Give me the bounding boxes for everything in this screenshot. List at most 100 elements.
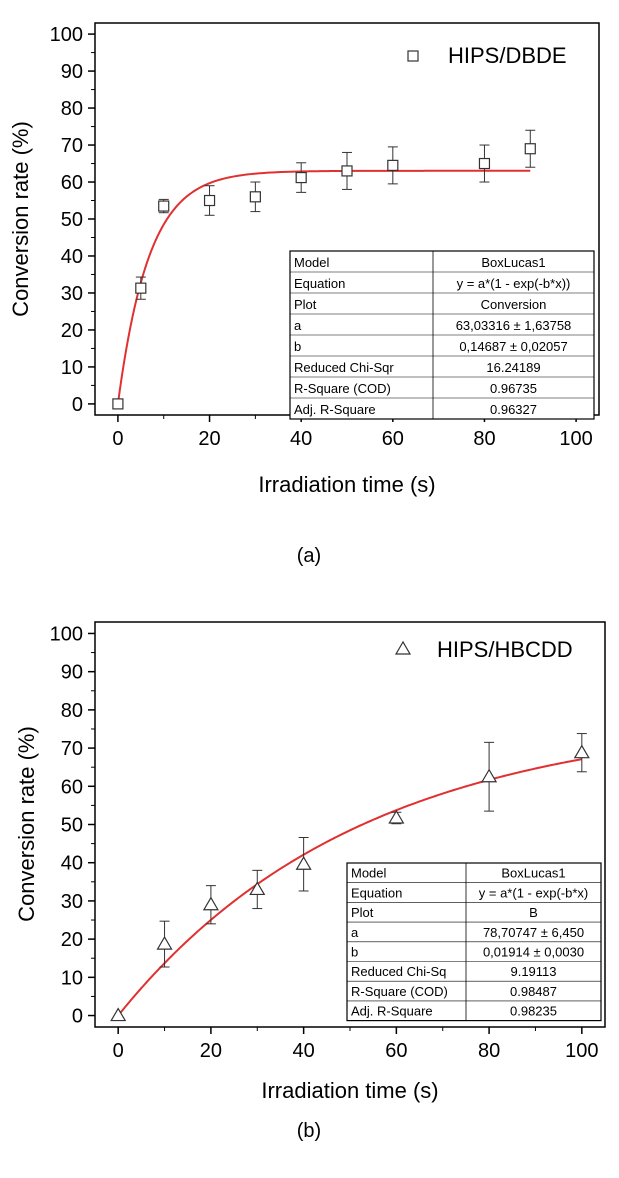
fit-table: Model BoxLucas1 Equation y = a*(1 - exp(-b*… [289, 250, 595, 420]
y-tick-label: 10 [61, 967, 83, 989]
x-tick-label: 40 [290, 428, 312, 450]
y-tick-label: 60 [61, 776, 83, 798]
data-point [249, 191, 261, 203]
y-tick-label: 30 [61, 891, 83, 913]
x-tick-label: 20 [198, 428, 220, 450]
y-tick-label: 90 [61, 61, 83, 83]
fit-table-key: Plot [351, 905, 374, 920]
data-point [524, 143, 536, 155]
fit-curve [116, 169, 531, 405]
data-point [573, 744, 590, 759]
fit-table-key: Reduced Chi-Sq [351, 964, 446, 979]
data-point [158, 200, 170, 212]
chart-panel-a: 0 10 20 30 40 50 60 70 80 90 100 0 20 40 60 80 100 Irradi… [8, 22, 600, 567]
fit-table-value: 0.96327 [490, 402, 537, 417]
fit-table-key: Equation [351, 885, 402, 900]
data-point [156, 935, 173, 950]
fit-table-value: y = a*(1 - exp(-b*x) [479, 885, 588, 900]
data-point [481, 768, 498, 783]
chart-panel-b: 0 10 20 30 40 50 60 70 80 90 100 0 20 40 60 80 100 Irradi… [14, 621, 606, 1142]
y-tick-label: 100 [50, 623, 83, 645]
fit-table-value: B [529, 905, 538, 920]
y-tick-label: 60 [61, 172, 83, 194]
fit-table-key: R-Square (COD) [351, 984, 448, 999]
y-tick-label: 80 [61, 98, 83, 120]
y-tick-label: 100 [50, 24, 83, 46]
fit-table-value: 16.24189 [486, 360, 540, 375]
fit-table-key: Model [351, 866, 387, 881]
data-point [249, 881, 266, 896]
data-point [110, 1007, 127, 1022]
y-tick-label: 80 [61, 700, 83, 722]
data-point [388, 809, 405, 824]
data-point [341, 165, 353, 177]
fit-curve [117, 758, 583, 1017]
y-tick-label: 30 [61, 283, 83, 305]
x-tick-label: 20 [200, 1040, 222, 1062]
y-tick-label: 20 [61, 320, 83, 342]
x-tick-label: 80 [473, 428, 495, 450]
fit-table-value: Conversion [481, 297, 547, 312]
data-point [295, 171, 307, 184]
data-point [112, 398, 124, 410]
x-tick-label: 100 [559, 428, 592, 450]
panel-label: (a) [297, 545, 321, 567]
data-point [135, 282, 147, 294]
fit-table-value: BoxLucas1 [501, 866, 565, 881]
y-tick-label: 90 [61, 662, 83, 684]
y-axis-label: Conversion rate (%) [14, 726, 39, 922]
data-point [202, 896, 219, 911]
legend-marker [394, 640, 412, 655]
x-axis-label: Irradiation time (s) [261, 1078, 438, 1103]
fit-table-key: Model [294, 255, 330, 270]
fit-table-key: Adj. R-Square [294, 402, 376, 417]
legend-marker [407, 50, 419, 62]
fit-table: Model BoxLucas1 Equation y = a*(1 - exp(-b*… [346, 862, 602, 1022]
y-tick-label: 10 [61, 357, 83, 379]
fit-table-value: 0.98235 [510, 1004, 557, 1019]
data-point [478, 157, 491, 170]
fit-table-value: 63,03316 ± 1,63758 [456, 318, 572, 333]
panel-label: (b) [297, 1120, 321, 1142]
x-tick-label: 0 [113, 1040, 124, 1062]
data-point [387, 159, 399, 171]
y-tick-label: 0 [72, 1006, 83, 1028]
fit-table-key: b [294, 339, 301, 354]
fit-table-key: Equation [294, 276, 345, 291]
fit-table-key: R-Square (COD) [294, 381, 391, 396]
fit-table-key: a [294, 318, 302, 333]
x-tick-label: 0 [112, 428, 123, 450]
x-tick-label: 100 [565, 1040, 598, 1062]
x-tick-label: 40 [293, 1040, 315, 1062]
x-tick-label: 80 [478, 1040, 500, 1062]
y-tick-label: 40 [61, 853, 83, 875]
fit-table-value: 0,01914 ± 0,0030 [483, 945, 584, 960]
fit-table-key: Adj. R-Square [351, 1004, 433, 1019]
fit-table-key: Plot [294, 297, 317, 312]
y-tick-label: 40 [61, 246, 83, 268]
fit-table-value: BoxLucas1 [481, 255, 545, 270]
y-tick-label: 20 [61, 929, 83, 951]
y-axis-label: Conversion rate (%) [8, 121, 33, 317]
fit-table-value: 9.19113 [510, 964, 556, 979]
x-tick-label: 60 [385, 1040, 407, 1062]
y-tick-label: 50 [61, 209, 83, 231]
x-tick-label: 60 [382, 428, 404, 450]
fit-table-value: 0.96735 [490, 381, 537, 396]
y-tick-label: 70 [61, 738, 83, 760]
data-point [203, 194, 216, 207]
legend-label: HIPS/HBCDD [437, 637, 573, 662]
fit-table-value: 0.98487 [510, 984, 557, 999]
fit-table-key: Reduced Chi-Sqr [294, 360, 394, 375]
fit-table-value: 78,70747 ± 6,450 [483, 925, 584, 940]
fit-table-value: 0,14687 ± 0,02057 [459, 339, 567, 354]
data-point [295, 856, 312, 870]
x-axis-label: Irradiation time (s) [258, 472, 435, 497]
y-tick-label: 70 [61, 135, 83, 157]
legend-label: HIPS/DBDE [448, 43, 567, 68]
fit-table-key: b [351, 945, 358, 960]
y-tick-label: 0 [72, 394, 83, 416]
y-tick-label: 50 [61, 815, 83, 837]
fit-table-value: y = a*(1 - exp(-b*x)) [457, 276, 571, 291]
